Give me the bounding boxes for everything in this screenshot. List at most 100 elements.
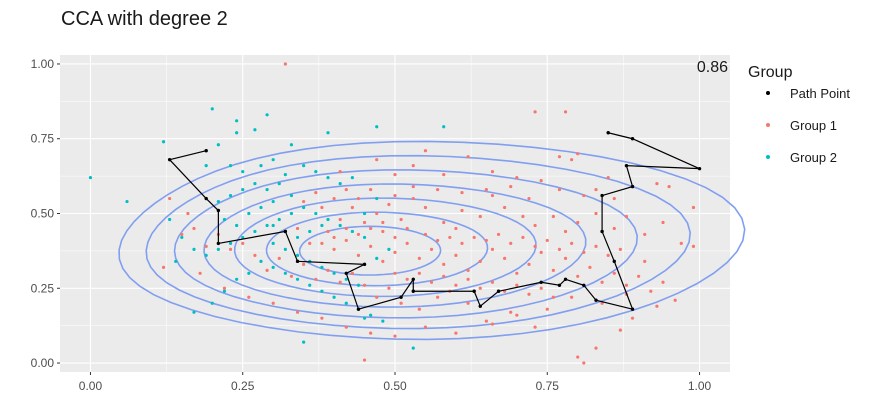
group2-point xyxy=(289,143,294,147)
group1-point xyxy=(356,232,361,237)
group2-point xyxy=(302,164,306,168)
path-point xyxy=(600,229,604,234)
legend-key-path-point xyxy=(766,91,770,95)
group2-point xyxy=(332,295,336,299)
path-point xyxy=(582,283,586,287)
group1-point xyxy=(393,193,397,198)
group1-point xyxy=(490,170,495,174)
group2-point xyxy=(161,140,166,144)
group2-point xyxy=(228,193,233,198)
group2-point xyxy=(235,277,239,281)
group1-point xyxy=(442,173,446,177)
group1-point xyxy=(618,247,622,251)
group1-point xyxy=(509,310,513,314)
group1-point xyxy=(429,247,434,251)
group1-point xyxy=(466,301,470,305)
group1-point xyxy=(277,256,281,260)
group1-point xyxy=(466,277,470,281)
group1-point xyxy=(399,301,403,305)
x-tick-label: 0.50 xyxy=(383,379,407,393)
group1-point xyxy=(649,289,653,293)
group1-point xyxy=(582,361,586,365)
group2-point xyxy=(235,223,239,228)
group1-point xyxy=(411,164,415,168)
group1-point xyxy=(637,274,641,278)
legend-label-path-point: Path Point xyxy=(790,86,850,101)
path-point xyxy=(478,304,482,308)
group2-point xyxy=(375,256,379,260)
group2-point xyxy=(174,259,178,263)
group1-point xyxy=(673,298,677,302)
x-tick-label: 0.25 xyxy=(231,379,255,393)
x-tick-label: 1.00 xyxy=(688,379,712,393)
group1-point xyxy=(533,223,537,228)
group2-point xyxy=(283,271,287,275)
group1-point xyxy=(643,259,647,263)
group1-point xyxy=(161,265,166,269)
path-point xyxy=(295,259,300,264)
density-contour-line xyxy=(145,154,692,330)
group1-point xyxy=(241,241,245,246)
scatter-points xyxy=(88,62,696,365)
group2-point xyxy=(228,164,233,168)
legend-key-group-2 xyxy=(766,155,770,159)
group1-point xyxy=(691,205,696,210)
group2-point xyxy=(204,253,208,257)
group1-point xyxy=(442,262,446,266)
group2-point xyxy=(295,253,300,257)
group2-point xyxy=(271,199,275,204)
group1-point xyxy=(222,286,227,290)
group1-point xyxy=(691,244,696,248)
group1-point xyxy=(180,232,184,237)
group1-point xyxy=(503,205,507,210)
legend-label-group-2: Group 2 xyxy=(790,150,837,165)
group2-point xyxy=(228,241,233,246)
group2-point xyxy=(271,223,275,228)
group1-point xyxy=(369,226,373,231)
group1-point xyxy=(539,250,543,254)
group2-point xyxy=(356,283,361,287)
group1-point xyxy=(436,238,440,243)
group2-point xyxy=(387,247,391,251)
chart-title: CCA with degree 2 xyxy=(61,8,228,30)
group2-point xyxy=(375,125,379,129)
group1-point xyxy=(478,259,482,263)
group2-point xyxy=(320,223,324,228)
group1-point xyxy=(393,334,397,338)
group2-point xyxy=(247,271,251,275)
group1-point xyxy=(271,301,275,305)
legend-title: Group xyxy=(748,64,793,81)
group1-point xyxy=(570,158,574,162)
group2-point xyxy=(350,229,354,234)
path-point xyxy=(283,229,288,234)
group2-point xyxy=(168,217,172,222)
group2-point xyxy=(314,170,318,174)
group1-point xyxy=(484,187,488,192)
group1-point xyxy=(375,211,379,216)
group2-point xyxy=(442,125,446,129)
group2-point xyxy=(283,247,287,251)
group1-point xyxy=(198,271,202,275)
group1-point xyxy=(460,190,464,195)
group1-point xyxy=(405,226,409,231)
path-point xyxy=(362,262,367,267)
group2-point xyxy=(295,235,300,240)
group2-point xyxy=(247,211,251,216)
group2-point xyxy=(277,217,281,222)
group2-point xyxy=(344,301,348,305)
group1-point xyxy=(423,149,428,153)
group2-point xyxy=(283,173,287,177)
group1-point xyxy=(442,220,446,225)
group1-point xyxy=(618,328,622,332)
path-point xyxy=(612,259,616,264)
group1-point xyxy=(417,307,421,311)
group1-point xyxy=(478,286,482,290)
group1-point xyxy=(350,205,354,210)
group1-point xyxy=(576,274,580,278)
group1-point xyxy=(655,181,659,186)
group2-point xyxy=(326,131,330,135)
group1-point xyxy=(375,295,379,299)
group2-point xyxy=(259,259,263,263)
group1-point xyxy=(411,184,415,189)
group1-point xyxy=(393,271,397,275)
